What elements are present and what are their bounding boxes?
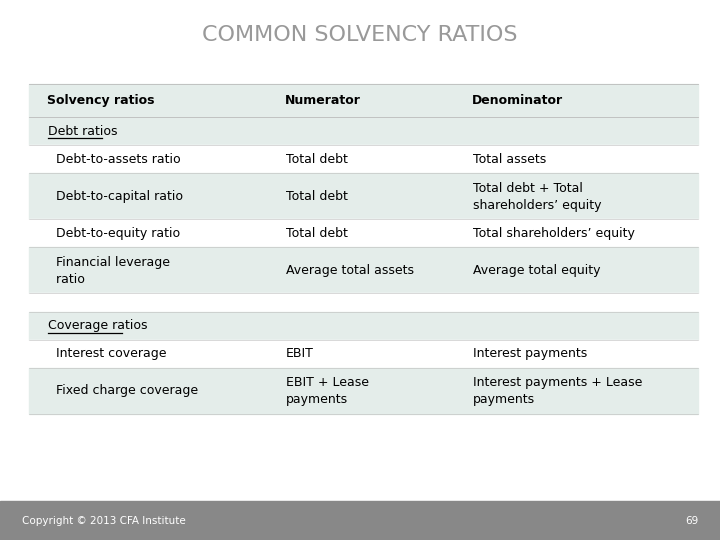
- Text: EBIT: EBIT: [286, 347, 314, 360]
- Text: Average total equity: Average total equity: [473, 264, 600, 277]
- Text: Interest payments + Lease
payments: Interest payments + Lease payments: [473, 376, 642, 406]
- Text: Total debt: Total debt: [286, 190, 348, 203]
- Text: COMMON SOLVENCY RATIOS: COMMON SOLVENCY RATIOS: [202, 25, 518, 45]
- Bar: [29, 117, 698, 145]
- Text: EBIT + Lease
payments: EBIT + Lease payments: [286, 376, 369, 406]
- Text: Debt-to-assets ratio: Debt-to-assets ratio: [48, 153, 181, 166]
- Text: Interest coverage: Interest coverage: [48, 347, 167, 360]
- Bar: [29, 219, 698, 247]
- Text: Total debt + Total
shareholders’ equity: Total debt + Total shareholders’ equity: [473, 181, 601, 212]
- Text: Solvency ratios: Solvency ratios: [47, 94, 154, 107]
- Text: Fixed charge coverage: Fixed charge coverage: [48, 384, 199, 397]
- Text: Average total assets: Average total assets: [286, 264, 414, 277]
- Bar: [0, 501, 720, 540]
- Text: Financial leverage
  ratio: Financial leverage ratio: [48, 255, 170, 286]
- Text: Denominator: Denominator: [472, 94, 563, 107]
- Bar: [29, 84, 698, 117]
- Bar: [29, 368, 698, 414]
- Text: Coverage ratios: Coverage ratios: [48, 319, 148, 332]
- Bar: [29, 340, 698, 368]
- Bar: [29, 312, 698, 340]
- Bar: [29, 247, 698, 293]
- Text: Interest payments: Interest payments: [473, 347, 588, 360]
- Text: Total debt: Total debt: [286, 227, 348, 240]
- Text: Debt-to-equity ratio: Debt-to-equity ratio: [48, 227, 181, 240]
- Bar: [29, 173, 698, 219]
- Text: 69: 69: [685, 516, 698, 525]
- Text: Total debt: Total debt: [286, 153, 348, 166]
- Text: Total assets: Total assets: [473, 153, 546, 166]
- Bar: [29, 145, 698, 173]
- Text: Numerator: Numerator: [284, 94, 360, 107]
- Text: Debt-to-capital ratio: Debt-to-capital ratio: [48, 190, 183, 203]
- Text: Total shareholders’ equity: Total shareholders’ equity: [473, 227, 635, 240]
- Bar: [29, 293, 698, 312]
- Text: Debt ratios: Debt ratios: [48, 125, 118, 138]
- Text: Copyright © 2013 CFA Institute: Copyright © 2013 CFA Institute: [22, 516, 185, 525]
